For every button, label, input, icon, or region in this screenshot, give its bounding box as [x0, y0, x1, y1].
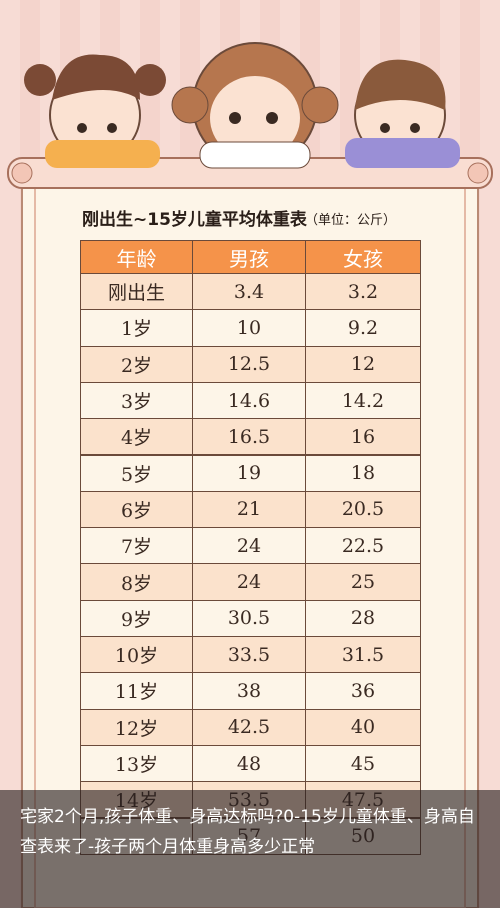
table-cell: 3.2 — [305, 273, 421, 311]
caption-overlay — [0, 790, 500, 908]
table-cell: 16.5 — [192, 418, 306, 456]
table-cell: 45 — [305, 744, 421, 783]
table-cell: 10 — [192, 309, 306, 347]
table-cell: 36 — [305, 672, 421, 710]
column-header: 年龄 — [80, 240, 193, 274]
table-cell: 7岁 — [80, 527, 193, 565]
unit: （单位：公斤） — [305, 213, 397, 228]
table-title: 刚出生~15岁儿童平均体重表 — [82, 210, 307, 230]
table-cell: 24 — [192, 563, 306, 601]
table-cell: 22.5 — [305, 527, 421, 565]
table-cell: 10岁 — [80, 636, 193, 674]
table-cell: 40 — [305, 708, 421, 746]
table-cell: 8岁 — [80, 563, 193, 601]
table-cell: 20.5 — [305, 490, 421, 529]
table-cell: 48 — [192, 744, 306, 783]
table-cell: 3.4 — [192, 273, 306, 311]
table-cell: 21 — [192, 490, 306, 529]
table-cell: 33.5 — [192, 636, 306, 674]
table-cell: 13岁 — [80, 744, 193, 783]
table-cell: 31.5 — [305, 636, 421, 674]
table-cell: 9.2 — [305, 309, 421, 347]
table-cell: 12.5 — [192, 345, 306, 383]
table-cell: 1岁 — [80, 309, 193, 347]
table-cell: 14.6 — [192, 381, 306, 420]
table-cell: 12岁 — [80, 708, 193, 746]
table-cell: 25 — [305, 563, 421, 601]
table-cell: 9岁 — [80, 599, 193, 637]
table-cell: 11岁 — [80, 672, 193, 710]
table-cell: 19 — [192, 454, 306, 492]
table-cell: 刚出生 — [80, 273, 193, 311]
table-cell: 12 — [305, 345, 421, 383]
table-cell: 2岁 — [80, 345, 193, 383]
table-cell: 28 — [305, 599, 421, 637]
table-cell: 3岁 — [80, 381, 193, 420]
table-cell: 18 — [305, 454, 421, 492]
table-cell: 14.2 — [305, 381, 421, 420]
table-cell: 16 — [305, 418, 421, 456]
table-cell: 24 — [192, 527, 306, 565]
table-cell: 6岁 — [80, 490, 193, 529]
caption: 宅家2个月,孩子体重、身高达标吗?0-15岁儿童体重、身高自查表来了-孩子两个月… — [20, 807, 475, 857]
table-cell: 4岁 — [80, 418, 193, 456]
table-cell: 30.5 — [192, 599, 306, 637]
column-header: 男孩 — [192, 240, 306, 274]
table-cell: 5岁 — [80, 454, 193, 492]
table-cell: 42.5 — [192, 708, 306, 746]
column-header: 女孩 — [305, 240, 421, 274]
table-cell: 38 — [192, 672, 306, 710]
